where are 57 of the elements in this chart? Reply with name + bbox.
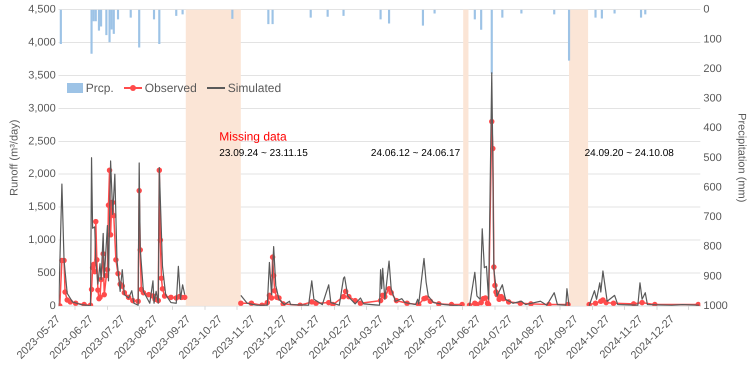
bar (98, 10, 100, 31)
bar (388, 10, 390, 24)
bar (158, 10, 160, 44)
legend-label: Observed (144, 80, 197, 95)
legend-label: Prcp. (86, 80, 114, 95)
y2-tick-label: 100 (703, 33, 722, 46)
y2-axis-title: Precipitation (mm) (735, 113, 748, 202)
y-tick-label: 0 (50, 300, 56, 312)
bar (480, 10, 482, 30)
bar (267, 10, 270, 24)
bar (644, 10, 646, 14)
bar (138, 10, 140, 48)
y-axis-title: Runoff (m³/day) (8, 120, 21, 196)
bar (90, 10, 93, 54)
bar (568, 10, 570, 61)
y2-tick-label: 900 (703, 270, 722, 282)
y-tick-label: 2,000 (28, 168, 56, 180)
y-tick-label: 3,000 (28, 102, 56, 114)
bar (130, 10, 132, 18)
y2-tick-label: 800 (703, 240, 722, 253)
y-tick-label: 4,000 (28, 36, 56, 49)
bar (108, 10, 111, 42)
bar (100, 10, 102, 27)
bar (342, 10, 345, 16)
bar (60, 10, 62, 44)
y-tick-label: 3,500 (28, 69, 56, 82)
y2-tick-label: 500 (703, 152, 722, 164)
y2-tick-label: 600 (703, 181, 722, 194)
legend-label: Simulated (228, 80, 282, 95)
annotation: 24.09.20 ~ 24.10.08 (584, 148, 674, 160)
y-tick-label: 2,500 (28, 135, 56, 148)
bar (152, 10, 156, 20)
bar (231, 10, 234, 19)
band-label: Missing data (219, 129, 287, 144)
bar (175, 10, 178, 16)
bar (310, 10, 312, 18)
bar (380, 10, 382, 20)
y2-tick-label: 1000 (703, 300, 728, 312)
bar (116, 10, 120, 20)
y-tick-label: 1,000 (28, 234, 56, 246)
bar (272, 10, 274, 24)
bar (553, 10, 556, 14)
y2-tick-label: 300 (703, 92, 722, 105)
bar (182, 10, 184, 14)
bar (490, 10, 493, 74)
annotation: 24.06.12 ~ 24.06.17 (370, 148, 461, 160)
y-tick-label: 1,500 (28, 201, 56, 214)
bar (474, 10, 476, 20)
annotation: 23.09.24 ~ 23.11.15 (219, 148, 308, 160)
y2-tick-label: 700 (703, 211, 722, 224)
y-tick-label: 4,500 (28, 4, 56, 16)
bar (112, 10, 115, 34)
y2-tick-label: 400 (703, 122, 722, 134)
bar (422, 10, 424, 26)
y-tick-label: 500 (37, 266, 56, 279)
y2-tick-label: 200 (703, 62, 722, 75)
y2-tick-label: 0 (703, 4, 710, 16)
